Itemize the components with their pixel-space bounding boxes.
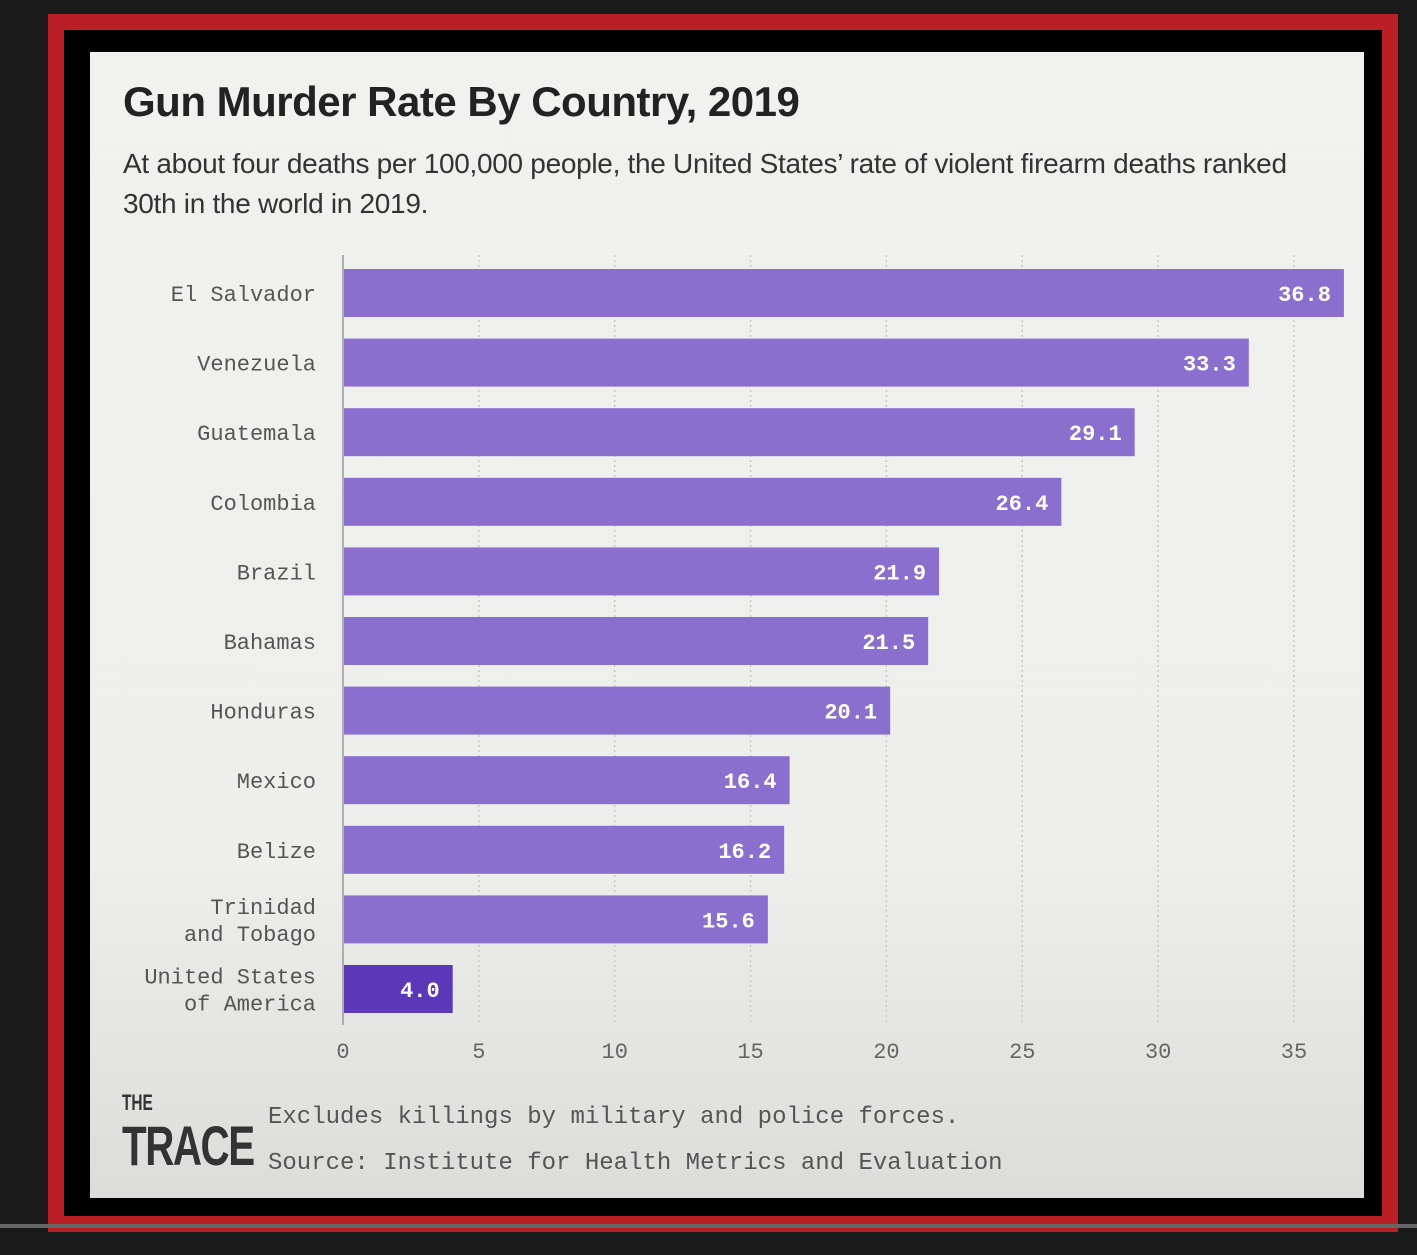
bar (344, 825, 785, 874)
logo-trace: TRACE (122, 1114, 255, 1177)
bar-value-label: 15.6 (702, 909, 755, 934)
bar (344, 895, 768, 944)
bar-value-label: 26.4 (996, 492, 1049, 517)
category-label: Venezuela (197, 353, 316, 378)
bar-value-label: 29.1 (1069, 422, 1122, 447)
video-progress-bar[interactable] (0, 1224, 1417, 1228)
category-label: Honduras (210, 701, 316, 726)
bar (344, 477, 1062, 526)
bar-value-label: 4.0 (400, 979, 440, 1004)
bar (344, 269, 1344, 317)
x-tick-label: 15 (737, 1040, 763, 1065)
bar (344, 617, 929, 665)
logo-the: THE (122, 1090, 153, 1115)
category-label: Guatemala (197, 422, 316, 447)
x-tick-label: 35 (1281, 1040, 1307, 1065)
bar (344, 756, 790, 805)
category-label: of America (184, 993, 316, 1018)
bar-value-label: 16.2 (718, 840, 771, 865)
chart-title: Gun Murder Rate By Country, 2019 (123, 78, 800, 125)
category-label: Brazil (237, 561, 316, 586)
x-tick-label: 30 (1145, 1040, 1171, 1065)
bar-value-label: 20.1 (824, 701, 877, 726)
bar (344, 686, 891, 735)
footnote: Excludes killings by military and police… (268, 1104, 960, 1131)
bar-value-label: 36.8 (1278, 283, 1331, 308)
category-label: Belize (237, 840, 316, 865)
chart-subtitle: At about four deaths per 100,000 people,… (123, 148, 1287, 219)
x-tick-label: 5 (472, 1040, 485, 1065)
category-label: Trinidad (210, 896, 316, 921)
bar-value-label: 21.5 (862, 631, 915, 656)
bar-value-label: 16.4 (724, 770, 777, 795)
category-label: United States (144, 966, 316, 991)
bar (344, 965, 453, 1013)
category-label: Mexico (237, 770, 316, 795)
bar (344, 408, 1135, 457)
x-tick-label: 20 (873, 1040, 899, 1065)
bar (344, 338, 1249, 387)
x-tick-label: 25 (1009, 1040, 1035, 1065)
x-tick-label: 10 (602, 1040, 628, 1065)
source-note: Source: Institute for Health Metrics and… (268, 1150, 1003, 1177)
bar-value-label: 21.9 (873, 561, 926, 586)
bar-value-label: 33.3 (1183, 353, 1236, 378)
category-label: Colombia (210, 492, 316, 517)
bar (344, 547, 940, 596)
category-label: and Tobago (184, 923, 316, 948)
category-label: El Salvador (171, 283, 316, 308)
x-tick-label: 0 (336, 1040, 349, 1065)
the-trace-logo: THE TRACE (122, 1090, 305, 1176)
category-label: Bahamas (224, 631, 316, 656)
